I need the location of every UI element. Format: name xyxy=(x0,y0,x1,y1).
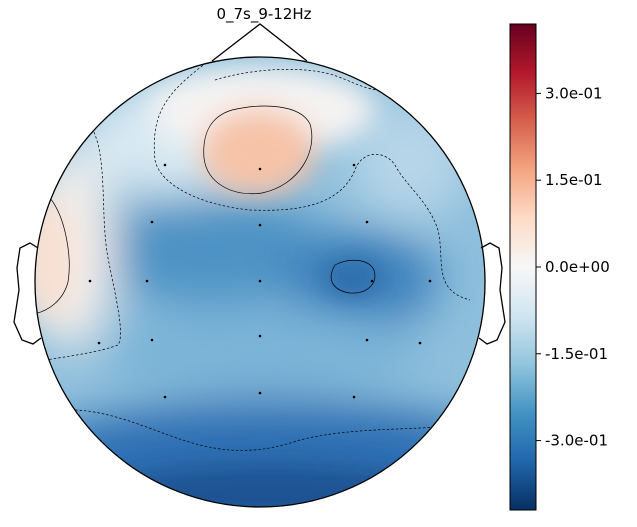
contour-neg15-frontal xyxy=(153,59,471,301)
sensor-marker xyxy=(145,279,149,283)
sensor-marker xyxy=(258,279,262,283)
right-ear-outline xyxy=(478,242,506,345)
sensor-marker xyxy=(370,279,374,283)
sensor-marker xyxy=(365,338,369,342)
sensor-marker xyxy=(365,220,369,224)
contour-lines xyxy=(35,59,471,451)
colorbar: 3.0e-01 1.5e-01 0.0e+00 -1.5e-01 -3.0e-01 xyxy=(509,23,610,511)
sensor-marker xyxy=(352,395,356,399)
colorbar-tick-label: 0.0e+00 xyxy=(545,258,610,276)
left-ear-outline xyxy=(13,242,42,345)
sensor-marker xyxy=(163,163,167,167)
contour-neg30-island xyxy=(330,259,376,294)
contour-neg15-left xyxy=(45,127,121,361)
colorbar-tick-label: 3.0e-01 xyxy=(545,84,603,102)
sensor-marker xyxy=(97,341,101,345)
colorbar-tick-label: -1.5e-01 xyxy=(545,345,608,363)
sensor-marker xyxy=(163,395,167,399)
sensor-marker xyxy=(258,391,262,395)
colorbar-tick-label: 1.5e-01 xyxy=(545,171,603,189)
sensor-marker xyxy=(150,220,154,224)
sensor-marker xyxy=(428,279,432,283)
scalp-field xyxy=(35,57,485,507)
sensor-marker xyxy=(258,223,262,227)
scalp-outline xyxy=(34,56,486,508)
sensor-marker xyxy=(258,167,262,171)
sensor-markers xyxy=(88,163,432,399)
contour-neg30-bottom xyxy=(74,409,471,451)
contour-zero-lateral xyxy=(35,197,70,315)
sensor-marker xyxy=(150,338,154,342)
colorbar-gradient xyxy=(509,23,537,511)
chart-title: 0_7s_9-12Hz xyxy=(216,5,311,24)
sensor-marker xyxy=(352,163,356,167)
contour-zero-frontal xyxy=(203,105,313,195)
nose-outline xyxy=(211,23,308,62)
sensor-marker xyxy=(258,334,262,338)
sensor-marker xyxy=(418,341,422,345)
head-outline xyxy=(13,23,506,508)
contour-neg15-top xyxy=(214,69,379,91)
sensor-marker xyxy=(88,279,92,283)
colorbar-ticks: 3.0e-01 1.5e-01 0.0e+00 -1.5e-01 -3.0e-01 xyxy=(536,84,610,450)
colorbar-tick-label: -3.0e-01 xyxy=(545,432,608,450)
